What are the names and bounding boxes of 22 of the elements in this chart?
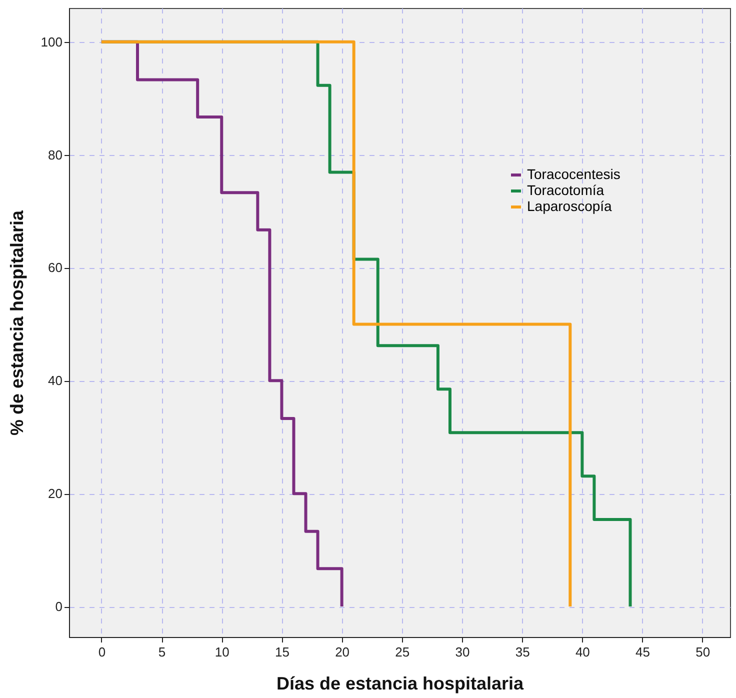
x-tick-label: 15 (274, 644, 290, 660)
x-tick-label: 0 (98, 644, 106, 660)
x-tick-label: 20 (335, 644, 350, 660)
x-tick-label: 30 (455, 644, 470, 660)
x-tick-label: 45 (636, 644, 650, 660)
y-tick-label: 20 (48, 486, 62, 502)
y-tick-label: 80 (48, 147, 62, 162)
x-tick-label: 10 (214, 644, 230, 660)
x-tick-label: 35 (515, 644, 530, 660)
x-tick-label: 25 (395, 644, 410, 660)
legend-label: Laparoscopía (527, 198, 612, 214)
x-axis-title: Días de estancia hospitalaria (276, 674, 525, 694)
x-tick-label: 50 (696, 644, 710, 660)
x-tick-label: 5 (158, 644, 166, 660)
legend-label: Toracocentesis (527, 166, 620, 182)
y-axis-title: % de estancia hospitalaria (6, 209, 27, 436)
y-tick-label: 40 (48, 373, 62, 388)
legend-label: Toracotomía (527, 182, 604, 198)
x-tick-label: 40 (575, 644, 590, 660)
y-tick-label: 100 (40, 34, 62, 50)
y-tick-label: 60 (48, 260, 62, 276)
y-tick-label: 0 (55, 599, 62, 614)
